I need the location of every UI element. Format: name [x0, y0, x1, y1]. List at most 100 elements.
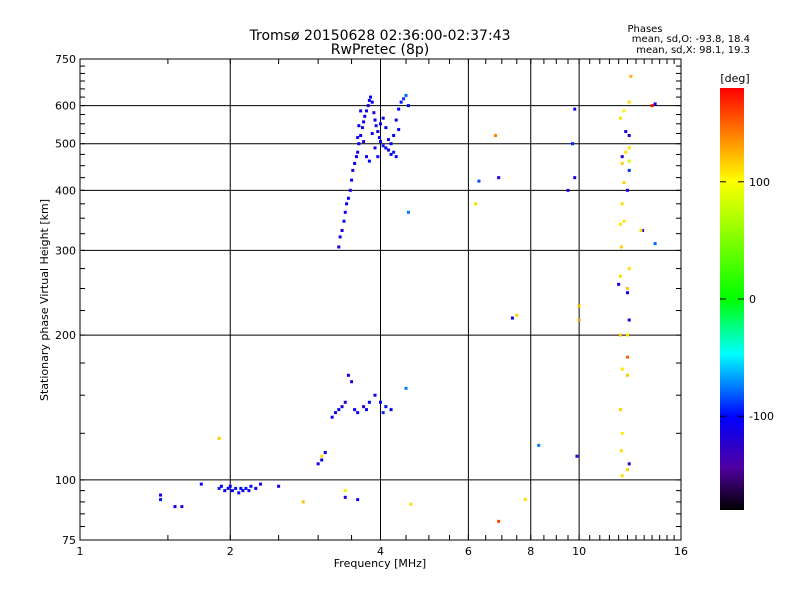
data-point: [639, 228, 643, 232]
data-point: [577, 304, 581, 308]
data-point: [618, 333, 622, 337]
data-point: [377, 136, 381, 140]
y-tick-label: 600: [55, 100, 76, 113]
data-point: [515, 313, 519, 317]
data-point: [381, 116, 385, 120]
data-point: [620, 161, 624, 165]
data-point: [619, 449, 623, 453]
data-point: [389, 408, 393, 412]
data-point: [384, 405, 388, 409]
data-point: [180, 505, 184, 509]
data-point: [234, 486, 238, 490]
data-point: [301, 500, 305, 504]
data-point: [367, 98, 371, 102]
y-tick-label: 400: [55, 184, 76, 197]
data-point: [340, 228, 344, 232]
data-point: [359, 109, 363, 113]
data-point: [247, 489, 251, 493]
data-point: [627, 267, 631, 271]
data-point: [566, 188, 570, 192]
data-point: [384, 126, 388, 130]
data-point: [622, 181, 626, 185]
data-point: [625, 355, 629, 359]
x-tick-labels: 1 2 4 6 8 10 16: [77, 545, 689, 558]
data-point: [627, 100, 631, 104]
data-point: [353, 161, 357, 165]
y-tick-labels: 75 100 200 300 400 500 600 750: [55, 53, 76, 547]
data-point: [348, 188, 352, 192]
data-point: [389, 152, 393, 156]
colorbar-tick-label: 100: [749, 176, 770, 189]
y-axis-title: Stationary phase Virtual Height [km]: [38, 199, 51, 401]
y-tick-label: 750: [55, 53, 76, 66]
data-point: [477, 179, 481, 183]
colorbar-ticks: -100 0 100: [720, 176, 774, 423]
x-axis-title: Frequency [MHz]: [334, 557, 426, 570]
data-point: [494, 134, 498, 138]
data-point: [228, 484, 232, 488]
data-point: [241, 489, 245, 493]
data-point: [370, 132, 374, 136]
data-point: [217, 436, 221, 440]
data-point: [350, 178, 354, 182]
data-point: [379, 140, 382, 144]
data-point: [354, 155, 358, 159]
data-point: [627, 318, 631, 322]
data-point: [625, 373, 629, 377]
data-point: [627, 462, 631, 466]
data-point: [356, 411, 360, 415]
data-point: [249, 484, 253, 488]
data-point: [346, 196, 350, 200]
data-point: [365, 109, 369, 113]
data-point: [394, 118, 398, 122]
data-point: [497, 176, 501, 180]
data-point: [363, 114, 367, 118]
data-point: [627, 168, 631, 172]
data-point: [217, 486, 221, 490]
data-point: [254, 486, 258, 490]
data-point: [537, 443, 541, 447]
data-point: [622, 109, 626, 113]
data-point: [343, 495, 347, 499]
x-tick-label: 8: [527, 545, 534, 558]
data-point: [373, 393, 377, 397]
data-point: [320, 454, 324, 458]
data-point: [373, 118, 377, 122]
data-point: [366, 104, 370, 108]
data-point: [625, 188, 629, 192]
data-point: [340, 405, 344, 409]
y-tick-label: 200: [55, 329, 76, 342]
stats-header: Phases: [627, 24, 662, 35]
data-point: [510, 316, 514, 320]
data-point: [199, 482, 203, 486]
data-point: [376, 130, 380, 134]
data-point: [359, 134, 363, 138]
data-point: [372, 111, 376, 115]
data-point: [618, 408, 622, 412]
data-point: [394, 155, 398, 159]
y-tick-label: 500: [55, 138, 76, 151]
x-tick-label: 10: [572, 545, 586, 558]
x-tick-label: 1: [77, 545, 84, 558]
data-point: [618, 274, 622, 278]
data-point: [353, 408, 357, 412]
data-point: [618, 116, 622, 120]
data-point: [620, 474, 624, 478]
data-point: [343, 400, 347, 404]
data-point: [392, 134, 396, 138]
data-point: [617, 282, 621, 286]
data-point: [374, 124, 378, 128]
data-point: [159, 498, 163, 502]
data-point: [381, 144, 385, 148]
data-point: [397, 107, 401, 111]
data-point: [622, 219, 626, 223]
data-point: [641, 228, 645, 232]
data-point: [386, 148, 390, 152]
data-point: [620, 155, 624, 159]
data-point: [397, 128, 401, 132]
data-point: [653, 242, 657, 246]
data-point: [219, 484, 223, 488]
data-point: [237, 491, 241, 495]
data-point: [618, 222, 622, 226]
